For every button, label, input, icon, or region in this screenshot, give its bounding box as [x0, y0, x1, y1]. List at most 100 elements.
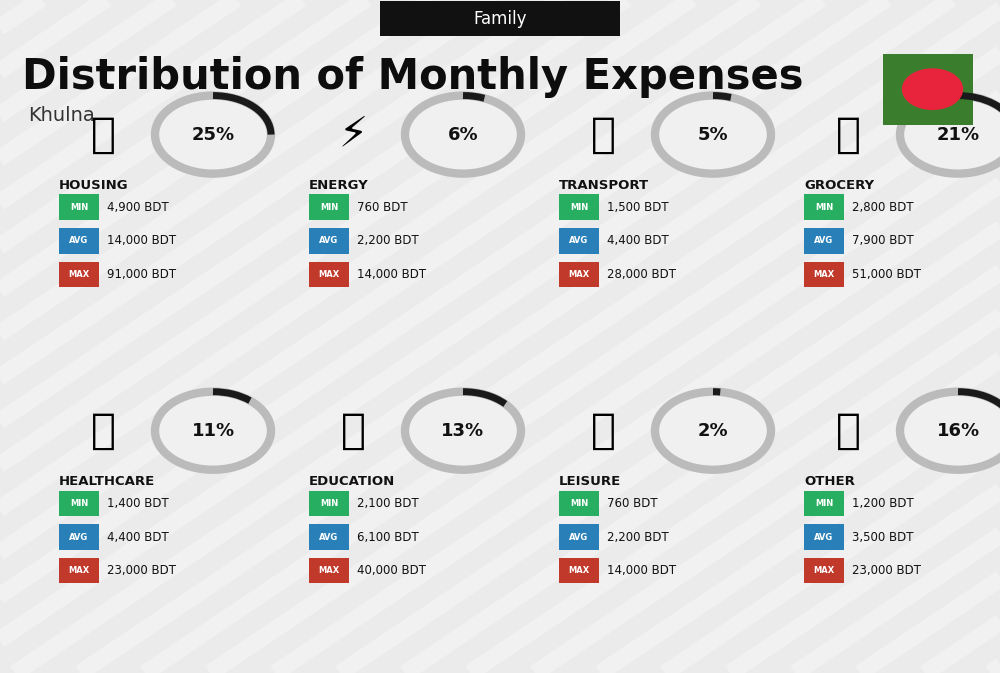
- Text: 6%: 6%: [448, 126, 478, 143]
- Text: 👜: 👜: [836, 410, 861, 452]
- Text: 2,800 BDT: 2,800 BDT: [852, 201, 914, 214]
- Text: MAX: MAX: [68, 566, 90, 575]
- Circle shape: [900, 392, 1000, 470]
- FancyBboxPatch shape: [804, 491, 844, 516]
- Text: 2%: 2%: [698, 422, 728, 439]
- Circle shape: [902, 69, 962, 109]
- FancyBboxPatch shape: [559, 194, 599, 220]
- Text: 2,200 BDT: 2,200 BDT: [357, 234, 419, 248]
- Circle shape: [900, 96, 1000, 174]
- FancyBboxPatch shape: [559, 524, 599, 550]
- Text: 14,000 BDT: 14,000 BDT: [107, 234, 176, 248]
- FancyBboxPatch shape: [309, 228, 349, 254]
- Text: MAX: MAX: [318, 270, 340, 279]
- Text: 🚌: 🚌: [591, 114, 616, 155]
- Text: MIN: MIN: [70, 499, 88, 508]
- Text: AVG: AVG: [569, 236, 589, 246]
- Text: MAX: MAX: [813, 566, 835, 575]
- Text: 760 BDT: 760 BDT: [357, 201, 408, 214]
- Text: MIN: MIN: [320, 499, 338, 508]
- FancyBboxPatch shape: [309, 262, 349, 287]
- Text: 14,000 BDT: 14,000 BDT: [357, 268, 426, 281]
- Circle shape: [405, 392, 521, 470]
- Text: AVG: AVG: [569, 532, 589, 542]
- FancyBboxPatch shape: [804, 194, 844, 220]
- Text: Family: Family: [473, 10, 527, 28]
- Text: MAX: MAX: [568, 270, 590, 279]
- Text: AVG: AVG: [319, 236, 339, 246]
- Text: 11%: 11%: [191, 422, 235, 439]
- Text: MIN: MIN: [570, 203, 588, 212]
- FancyBboxPatch shape: [59, 262, 99, 287]
- Text: 🛍: 🛍: [591, 410, 616, 452]
- Text: MAX: MAX: [318, 566, 340, 575]
- Text: MIN: MIN: [815, 203, 833, 212]
- FancyBboxPatch shape: [804, 228, 844, 254]
- FancyBboxPatch shape: [309, 194, 349, 220]
- Text: 🏥: 🏥: [91, 410, 116, 452]
- Text: MIN: MIN: [320, 203, 338, 212]
- Text: 25%: 25%: [191, 126, 235, 143]
- Text: MAX: MAX: [813, 270, 835, 279]
- Text: Distribution of Monthly Expenses: Distribution of Monthly Expenses: [22, 57, 804, 98]
- Text: 1,200 BDT: 1,200 BDT: [852, 497, 914, 510]
- Text: 51,000 BDT: 51,000 BDT: [852, 268, 921, 281]
- Text: 🏢: 🏢: [91, 114, 116, 155]
- Circle shape: [405, 96, 521, 174]
- Text: GROCERY: GROCERY: [804, 178, 874, 192]
- Text: 5%: 5%: [698, 126, 728, 143]
- Text: AVG: AVG: [814, 236, 834, 246]
- FancyBboxPatch shape: [380, 1, 620, 36]
- Text: Khulna: Khulna: [28, 106, 95, 125]
- Text: 40,000 BDT: 40,000 BDT: [357, 564, 426, 577]
- Text: MIN: MIN: [570, 499, 588, 508]
- Text: 28,000 BDT: 28,000 BDT: [607, 268, 676, 281]
- Text: OTHER: OTHER: [804, 474, 855, 488]
- FancyBboxPatch shape: [309, 491, 349, 516]
- Text: TRANSPORT: TRANSPORT: [559, 178, 649, 192]
- FancyBboxPatch shape: [559, 262, 599, 287]
- Text: 1,500 BDT: 1,500 BDT: [607, 201, 669, 214]
- Text: ENERGY: ENERGY: [309, 178, 369, 192]
- FancyBboxPatch shape: [804, 558, 844, 583]
- Text: HEALTHCARE: HEALTHCARE: [59, 474, 155, 488]
- FancyBboxPatch shape: [559, 228, 599, 254]
- FancyBboxPatch shape: [804, 262, 844, 287]
- Text: MIN: MIN: [70, 203, 88, 212]
- Text: 4,900 BDT: 4,900 BDT: [107, 201, 169, 214]
- FancyBboxPatch shape: [59, 228, 99, 254]
- Text: AVG: AVG: [69, 532, 89, 542]
- Text: 🛒: 🛒: [836, 114, 861, 155]
- FancyBboxPatch shape: [804, 524, 844, 550]
- FancyBboxPatch shape: [59, 194, 99, 220]
- FancyBboxPatch shape: [883, 54, 973, 125]
- Circle shape: [155, 392, 271, 470]
- Text: 16%: 16%: [936, 422, 980, 439]
- Text: MAX: MAX: [568, 566, 590, 575]
- Text: 91,000 BDT: 91,000 BDT: [107, 268, 176, 281]
- Text: 760 BDT: 760 BDT: [607, 497, 658, 510]
- Text: 3,500 BDT: 3,500 BDT: [852, 530, 914, 544]
- FancyBboxPatch shape: [559, 491, 599, 516]
- Circle shape: [655, 96, 771, 174]
- Text: MAX: MAX: [68, 270, 90, 279]
- Text: ⚡: ⚡: [338, 114, 368, 155]
- Text: MIN: MIN: [815, 499, 833, 508]
- Text: 2,200 BDT: 2,200 BDT: [607, 530, 669, 544]
- Text: 13%: 13%: [441, 422, 485, 439]
- Text: 4,400 BDT: 4,400 BDT: [607, 234, 669, 248]
- Text: 23,000 BDT: 23,000 BDT: [852, 564, 921, 577]
- Text: AVG: AVG: [69, 236, 89, 246]
- Text: EDUCATION: EDUCATION: [309, 474, 395, 488]
- Text: 7,900 BDT: 7,900 BDT: [852, 234, 914, 248]
- Text: LEISURE: LEISURE: [559, 474, 621, 488]
- Text: 🎓: 🎓: [340, 410, 366, 452]
- Text: 4,400 BDT: 4,400 BDT: [107, 530, 169, 544]
- Text: AVG: AVG: [814, 532, 834, 542]
- Text: 6,100 BDT: 6,100 BDT: [357, 530, 419, 544]
- Text: 21%: 21%: [936, 126, 980, 143]
- Circle shape: [655, 392, 771, 470]
- Text: HOUSING: HOUSING: [59, 178, 129, 192]
- Text: AVG: AVG: [319, 532, 339, 542]
- Circle shape: [155, 96, 271, 174]
